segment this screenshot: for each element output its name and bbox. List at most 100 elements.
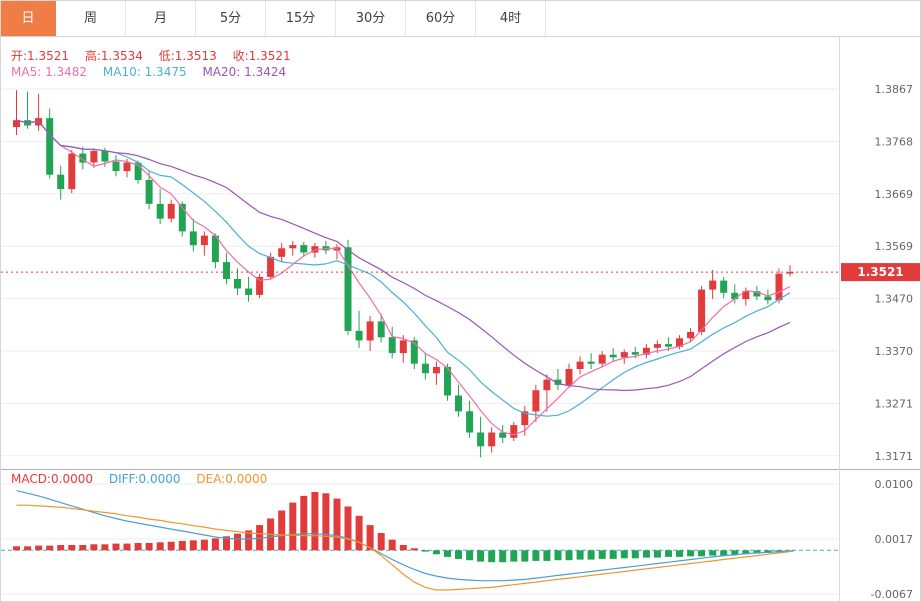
candle-body (189, 231, 197, 246)
ma20-line (16, 119, 791, 392)
candle-body (344, 247, 352, 331)
tab-4hour[interactable]: 4时 (476, 1, 546, 36)
hist-bar (698, 550, 706, 557)
candle-body (576, 361, 584, 369)
candle-body (598, 354, 606, 364)
candle-body (101, 150, 109, 162)
hist-bar (289, 502, 297, 551)
candle-body (388, 337, 396, 354)
hist-bar (35, 545, 43, 551)
macd-histogram (13, 492, 794, 563)
candle-body (609, 354, 617, 358)
hist-bar (720, 550, 728, 556)
hist-bar (532, 550, 540, 561)
candle-body (410, 340, 418, 364)
candle-body (256, 276, 264, 295)
hist-bar (598, 550, 606, 559)
candle-body (642, 347, 650, 355)
hist-bar (565, 550, 573, 561)
grid-layer (1, 37, 840, 469)
candle-body (300, 245, 308, 253)
candle-body (665, 344, 672, 347)
price-axis-label: 1.3867 (875, 83, 914, 96)
macd-panel[interactable]: 0.0100 0.0017 -0.0067 (1, 469, 921, 602)
hist-bar (543, 550, 551, 561)
tab-30min[interactable]: 30分 (336, 1, 406, 36)
hist-bar (477, 550, 485, 562)
hist-bar (300, 495, 308, 551)
candle-body (112, 161, 120, 171)
candlestick-chart[interactable]: 1.3867 1.3768 1.3669 1.3569 1.3470 1.3370 1.32… (1, 37, 921, 469)
last-price-tag-value: 1.3521 (857, 265, 903, 279)
candle-body (499, 432, 507, 438)
candle-body (653, 344, 661, 348)
candle-body (421, 363, 429, 374)
candle-body (123, 162, 131, 172)
hist-bar (101, 544, 109, 551)
hist-bar (90, 544, 98, 551)
hist-bar (156, 542, 164, 551)
candle-body (267, 256, 275, 277)
candle-body (786, 272, 794, 274)
candle-body (731, 292, 739, 300)
hist-bar (687, 550, 695, 557)
candles-layer (13, 90, 794, 458)
macd-axis-label: 0.0017 (875, 533, 914, 546)
candle-body (709, 280, 717, 290)
hist-bar (278, 510, 286, 551)
hist-bar (134, 543, 142, 551)
hist-bar (554, 550, 562, 561)
dea-line (16, 504, 791, 591)
hist-bar (665, 550, 672, 557)
price-axis-label: 1.3470 (875, 293, 914, 306)
price-axis-label: 1.3669 (875, 188, 914, 201)
hist-bar (432, 550, 440, 555)
tab-60min[interactable]: 60分 (406, 1, 476, 36)
candle-body (156, 203, 164, 219)
candle-body (90, 150, 98, 163)
hist-bar (245, 530, 253, 551)
candle-body (432, 366, 440, 374)
hist-bar (521, 550, 529, 562)
candle-body (764, 296, 772, 301)
candle-body (223, 262, 230, 279)
hist-bar (399, 545, 407, 551)
tab-week[interactable]: 周 (56, 1, 126, 36)
hist-bar (46, 545, 54, 551)
tab-month[interactable]: 月 (126, 1, 196, 36)
candle-body (587, 361, 595, 364)
tab-15min[interactable]: 15分 (266, 1, 336, 36)
hist-bar (764, 550, 772, 553)
hist-bar (57, 545, 65, 551)
hist-bar (377, 533, 385, 551)
hist-bar (189, 540, 197, 551)
price-axis: 1.3867 1.3768 1.3669 1.3569 1.3470 1.3370 1.32… (875, 83, 914, 463)
hist-bar (444, 550, 451, 557)
hist-bar (123, 543, 131, 551)
candle-body (167, 203, 175, 219)
hist-bar (631, 550, 639, 559)
candle-body (532, 390, 540, 412)
hist-bar (200, 539, 208, 551)
candle-body (676, 338, 683, 347)
hist-bar (355, 515, 363, 551)
hist-bar (620, 550, 628, 559)
price-axis-label: 1.3370 (875, 345, 914, 358)
candle-body (720, 280, 728, 293)
tab-day[interactable]: 日 (1, 1, 56, 36)
candle-body (444, 366, 451, 396)
hist-bar (499, 550, 507, 563)
hist-bar (344, 506, 352, 551)
candle-body (554, 379, 562, 385)
candle-body (178, 203, 186, 232)
candle-body (366, 321, 374, 341)
candle-body (565, 369, 573, 385)
diff-line (16, 490, 791, 582)
tab-5min[interactable]: 5分 (196, 1, 266, 36)
candle-body (742, 291, 750, 300)
hist-bar (178, 541, 186, 551)
ma10-line (16, 119, 791, 417)
candle-body (355, 330, 363, 341)
hist-bar (322, 493, 330, 551)
